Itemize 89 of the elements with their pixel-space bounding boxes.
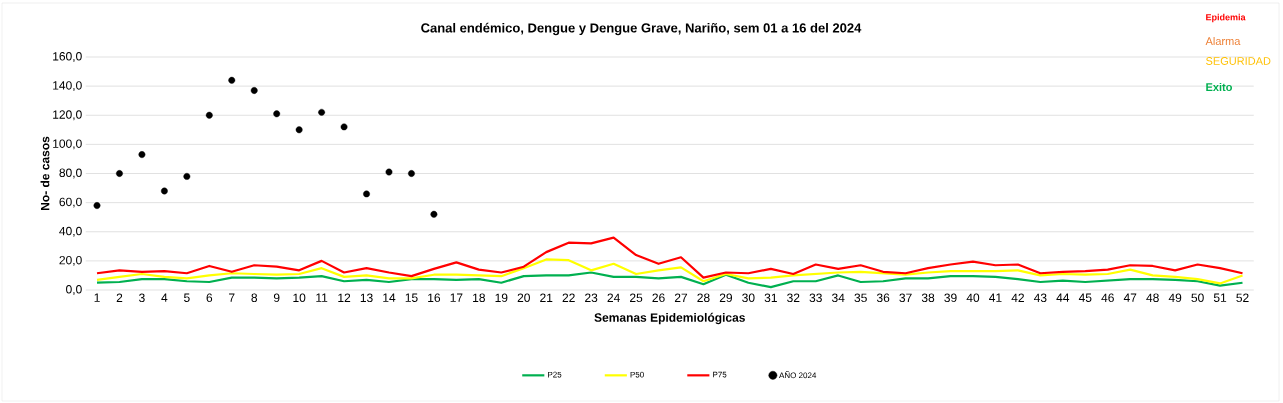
point <box>116 170 123 177</box>
x-tick-label: 38 <box>921 293 935 303</box>
point <box>138 151 146 158</box>
x-tick-label: 24 <box>607 293 620 302</box>
x-tick-label: 19 <box>495 293 508 303</box>
annotation: Exito <box>1206 82 1233 92</box>
x-tick-label: 2 <box>116 293 123 302</box>
text: Alarma <box>1205 36 1241 46</box>
x-tick-label: 36 <box>876 293 890 303</box>
x-tick-label: 27 <box>674 293 688 302</box>
x-tick-label: 35 <box>854 293 867 303</box>
x-tick-label: 51 <box>1213 293 1227 302</box>
y-tick-label: 120,0 <box>53 110 82 121</box>
chart-title: Canal endémico, Dengue y Dengue Grave, Nariño, sem 01 a 16 del 2024 <box>421 22 862 36</box>
x-tick-label: 5 <box>183 293 190 302</box>
x-tick-label: 16 <box>428 293 441 303</box>
x-tick-label: 9 <box>273 293 280 303</box>
y-tick-label: 80,0 <box>59 168 82 179</box>
x-tick-label: 4 <box>161 293 168 302</box>
x-tick-label: 20 <box>517 293 530 303</box>
x-tick-label: 14 <box>383 293 396 302</box>
x-tick-label: 50 <box>1191 293 1204 303</box>
x-tick-label: 34 <box>831 293 845 303</box>
line-series <box>95 236 1244 279</box>
point <box>295 126 303 134</box>
x-tick-label: 52 <box>1236 293 1249 303</box>
x-tick-label: 46 <box>1101 293 1114 303</box>
x-tick-label: 47 <box>1123 293 1137 302</box>
point <box>183 173 191 180</box>
x-tick-label: 33 <box>809 293 822 303</box>
x-tick-label: 43 <box>1033 293 1047 303</box>
y-axis-title: No- de casos <box>40 136 50 211</box>
x-tick-label: 21 <box>540 293 553 302</box>
x-tick-label: 15 <box>405 293 418 302</box>
y-tick-label: 0,0 <box>66 285 82 295</box>
y-tick-label: 100,0 <box>53 139 82 150</box>
y-tick-label: 20,0 <box>59 255 82 266</box>
text: Epidemia <box>1206 13 1246 23</box>
annotation: SEGURIDAD <box>1206 57 1271 65</box>
y-tick-label: 160,0 <box>53 52 82 62</box>
point <box>205 111 213 119</box>
x-tick-label: 40 <box>966 293 980 303</box>
x-tick-label: 49 <box>1168 293 1182 303</box>
point <box>228 76 236 84</box>
x-tick-label: 18 <box>473 293 485 303</box>
x-tick-label: 29 <box>719 293 733 303</box>
y-tick-label: 140,0 <box>53 81 82 92</box>
point <box>430 210 438 218</box>
x-tick-label: 39 <box>944 293 957 303</box>
x-tick-label: 45 <box>1078 293 1092 302</box>
point <box>273 110 281 118</box>
point <box>363 190 370 198</box>
point <box>340 123 348 131</box>
x-axis-title: Semanas Epidemiológicas <box>594 312 745 325</box>
x-tick-label: 1 <box>94 293 100 302</box>
x-tick-label: 26 <box>652 293 665 303</box>
x-tick-label: 37 <box>899 293 912 303</box>
x-tick-label: 44 <box>1056 293 1070 302</box>
x-tick-label: 31 <box>764 293 777 303</box>
y-tick-label: 40,0 <box>59 226 82 237</box>
x-tick-label: 8 <box>251 293 258 303</box>
x-tick-label: 10 <box>293 293 306 303</box>
x-tick-label: 30 <box>742 293 755 303</box>
x-tick-label: 7 <box>229 293 235 302</box>
point <box>385 168 393 176</box>
x-tick-label: 13 <box>360 293 373 303</box>
x-tick-label: 17 <box>450 293 463 302</box>
point <box>408 170 415 177</box>
legend-label: P25 <box>548 371 562 378</box>
point <box>250 87 258 94</box>
x-tick-label: 32 <box>787 293 800 303</box>
y-tick-label: 60,0 <box>59 197 82 208</box>
point <box>93 202 101 209</box>
point <box>160 187 168 195</box>
legend-label: AÑO 2024 <box>779 371 817 379</box>
x-tick-label: 41 <box>989 293 1002 302</box>
x-tick-label: 12 <box>338 293 351 302</box>
x-tick-label: 3 <box>139 293 145 303</box>
x-tick-label: 22 <box>562 293 575 302</box>
x-tick-label: 23 <box>585 293 598 303</box>
x-tick-label: 28 <box>697 293 710 303</box>
legend-label: P50 <box>630 371 644 378</box>
x-tick-label: 42 <box>1011 293 1024 302</box>
point <box>318 108 326 116</box>
x-tick-label: 6 <box>206 293 213 303</box>
x-tick-label: 48 <box>1146 293 1159 303</box>
x-tick-label: 25 <box>630 293 643 303</box>
legend-label: P75 <box>713 371 727 378</box>
x-tick-label: 11 <box>316 293 328 302</box>
